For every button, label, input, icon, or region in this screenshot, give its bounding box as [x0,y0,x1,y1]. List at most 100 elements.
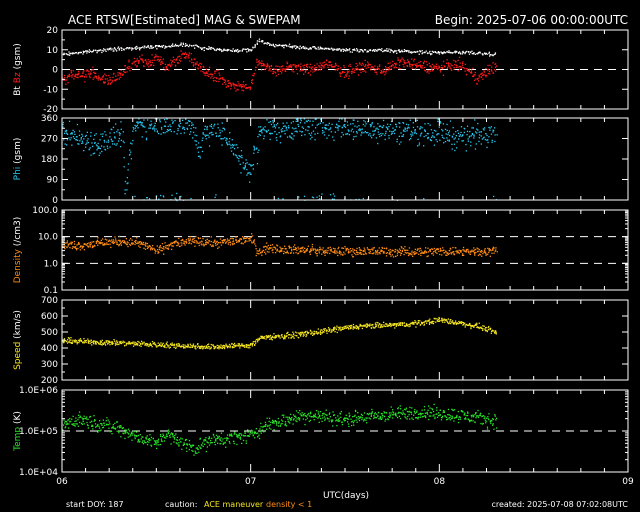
data-point [282,44,285,46]
data-point [221,242,224,244]
data-point [483,249,486,251]
data-point [461,64,464,66]
data-point [142,343,144,345]
data-point [85,74,87,76]
data-point [312,249,314,251]
data-point [71,76,73,78]
y-tick-label: 180 [41,155,58,165]
data-point [451,253,453,255]
data-point [137,242,139,245]
y-tick-label: 270 [41,135,58,145]
data-point [368,134,370,136]
data-point [171,248,173,250]
data-point [272,122,274,124]
data-point [171,342,173,344]
data-point [345,250,347,252]
data-point [401,57,403,59]
data-point [470,71,473,73]
data-point [158,251,160,254]
data-point [188,54,190,56]
data-point [96,241,98,243]
data-point [202,132,204,134]
data-point [368,252,370,254]
data-point [63,422,66,424]
data-point [103,422,105,424]
data-point [427,320,429,322]
data-point [297,246,299,248]
data-point [290,64,292,66]
data-point [402,122,405,124]
data-point [366,324,368,326]
data-point [249,181,251,183]
data-point [486,134,488,137]
data-point [295,118,298,120]
data-point [334,66,336,68]
data-point [146,247,149,250]
data-point [148,66,150,68]
data-point [290,46,292,48]
data-point [246,240,248,242]
data-point [251,345,254,347]
data-point [465,251,467,253]
data-point [210,441,212,444]
data-point [129,244,132,246]
data-point [283,125,285,127]
data-point [353,327,356,329]
data-point [245,48,248,51]
data-point [107,340,109,342]
data-point [334,131,336,133]
data-point [364,249,366,251]
data-point [114,136,116,138]
data-point [423,61,425,64]
data-point [126,177,128,179]
data-point [135,46,137,48]
data-point [135,48,137,50]
data-point [304,134,306,136]
data-point [146,46,149,48]
data-point [274,131,276,133]
data-point [452,321,454,323]
data-point [232,244,234,246]
data-point [496,65,498,67]
data-point [390,325,392,328]
data-point [275,65,277,67]
data-point [364,131,366,133]
data-point [414,51,416,53]
data-point [157,249,159,251]
data-point [203,245,205,247]
data-point [226,138,228,140]
data-point [460,321,463,323]
data-point [79,415,81,417]
data-point [436,319,439,321]
data-point [327,249,329,252]
data-point [178,444,180,446]
data-point [236,88,238,91]
data-point [340,329,342,332]
data-point [406,65,409,67]
data-point [475,78,477,80]
data-point [129,66,131,68]
data-point [367,61,369,63]
data-point [243,345,245,347]
data-point [404,325,406,327]
data-point [161,440,163,443]
data-point [118,48,121,50]
data-point [340,72,342,74]
data-point [261,254,263,256]
data-point [76,341,79,343]
data-point [274,337,276,339]
data-point [115,238,117,240]
data-point [200,70,202,72]
data-point [379,125,381,127]
data-point [63,53,65,55]
data-point [104,82,106,84]
data-point [299,332,302,334]
data-point [371,123,373,125]
data-point [116,78,119,80]
data-point [88,148,90,151]
data-point [184,347,186,349]
data-point [333,327,335,329]
data-point [95,426,97,428]
data-point [100,239,102,241]
y-tick-label: 300 [41,360,58,370]
